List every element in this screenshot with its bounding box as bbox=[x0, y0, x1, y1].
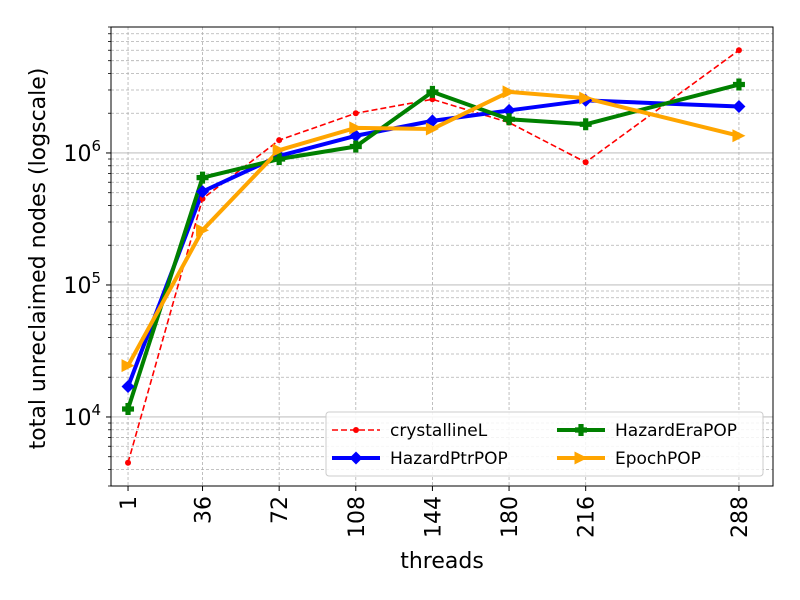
series-crystallinel-marker bbox=[352, 110, 359, 117]
y-tick-label: 105 bbox=[63, 269, 101, 299]
series-hazarderapop-marker bbox=[349, 140, 362, 153]
series-hazarderapop-points bbox=[122, 78, 745, 415]
series-epochpop-marker bbox=[579, 91, 593, 105]
series-hazarderapop-marker bbox=[122, 402, 135, 415]
y-tick-exponent: 6 bbox=[91, 137, 101, 155]
legend-epochpop-marker bbox=[574, 451, 588, 465]
y-axis-title: total unreclaimed nodes (logscale) bbox=[26, 68, 51, 450]
series-hazarderapop-marker bbox=[503, 113, 516, 126]
series-epochpop-marker bbox=[196, 223, 210, 237]
series-hazardptrpop-marker bbox=[121, 380, 135, 394]
x-tick-label: 288 bbox=[728, 496, 753, 538]
series-epochpop-marker bbox=[732, 129, 746, 143]
legend-crystallinel-label: crystallineL bbox=[390, 421, 488, 441]
series-hazardptrpop-marker bbox=[732, 99, 746, 113]
series-hazarderapop-marker bbox=[579, 118, 592, 131]
x-tick-label: 216 bbox=[575, 496, 600, 538]
series-hazarderapop-marker bbox=[426, 85, 439, 98]
x-axis-title: threads bbox=[400, 549, 484, 574]
series-epochpop-marker bbox=[121, 359, 135, 373]
series-hazarderapop-marker bbox=[273, 153, 286, 166]
series-hazardptrpop-marker bbox=[196, 185, 210, 199]
series-crystallinel-marker bbox=[276, 137, 283, 144]
series-crystallinel-marker bbox=[582, 159, 589, 166]
y-tick-base: 10 bbox=[63, 142, 91, 167]
x-tick-label: 180 bbox=[498, 496, 523, 538]
y-tick-exponent: 4 bbox=[91, 401, 101, 419]
legend-epochpop-label: EpochPOP bbox=[615, 449, 701, 469]
x-tick-label: 36 bbox=[192, 496, 217, 524]
series-crystallinel-marker bbox=[125, 459, 132, 466]
legend-box bbox=[325, 411, 764, 477]
series-markers bbox=[121, 47, 746, 466]
x-tick-label: 108 bbox=[345, 496, 370, 538]
x-axis: 1 36 72 108 144 180 216 288 bbox=[117, 486, 753, 538]
series-hazardptrpop-line bbox=[126, 98, 740, 388]
legend-epochpop: EpochPOP bbox=[557, 449, 701, 469]
y-tick-exponent: 5 bbox=[91, 269, 101, 287]
plot-frame bbox=[110, 26, 774, 487]
legend-crystallinel: crystallineL bbox=[332, 421, 488, 441]
series-hazarderapop-line bbox=[126, 82, 740, 410]
series-crystallinel-points bbox=[125, 47, 742, 466]
y-tick-base: 10 bbox=[63, 274, 91, 299]
legend-hazardptrpop-label: HazardPtrPOP bbox=[390, 449, 508, 469]
legend-hazardptrpop: HazardPtrPOP bbox=[332, 449, 508, 469]
x-tick-label: 144 bbox=[421, 496, 446, 538]
series-epochpop-marker bbox=[349, 121, 363, 135]
series-epochpop-line bbox=[126, 89, 740, 367]
series-crystallinel-marker bbox=[199, 195, 206, 202]
series-crystallinel-marker bbox=[735, 47, 742, 54]
legend-hazarderapop: HazardEraPOP bbox=[557, 421, 737, 441]
legend: crystallineL HazardPtrPOP HazardEraPOP Epoc… bbox=[325, 411, 764, 477]
legend-crystallinel-marker bbox=[353, 427, 359, 433]
series-epochpop-marker bbox=[502, 85, 516, 99]
y-tick-base: 10 bbox=[63, 406, 91, 431]
series-lines bbox=[126, 49, 740, 463]
series-hazardptrpop-points bbox=[121, 93, 746, 394]
legend-hazardptrpop-marker bbox=[349, 451, 363, 465]
x-tick-label: 1 bbox=[117, 496, 142, 510]
legend-hazarderapop-marker bbox=[575, 424, 587, 436]
y-tick-label: 104 bbox=[63, 401, 101, 431]
x-tick-label: 72 bbox=[268, 496, 293, 524]
series-crystallinel-line bbox=[127, 49, 740, 463]
series-hazarderapop-marker bbox=[196, 171, 209, 184]
series-hazardptrpop-marker bbox=[502, 103, 516, 117]
series-epochpop-marker bbox=[272, 143, 286, 157]
series-epochpop-points bbox=[121, 85, 746, 373]
legend-hazarderapop-label: HazardEraPOP bbox=[615, 421, 737, 441]
series-hazarderapop-marker bbox=[732, 78, 745, 91]
series-epochpop-marker bbox=[425, 122, 439, 136]
y-tick-label: 106 bbox=[63, 137, 101, 167]
